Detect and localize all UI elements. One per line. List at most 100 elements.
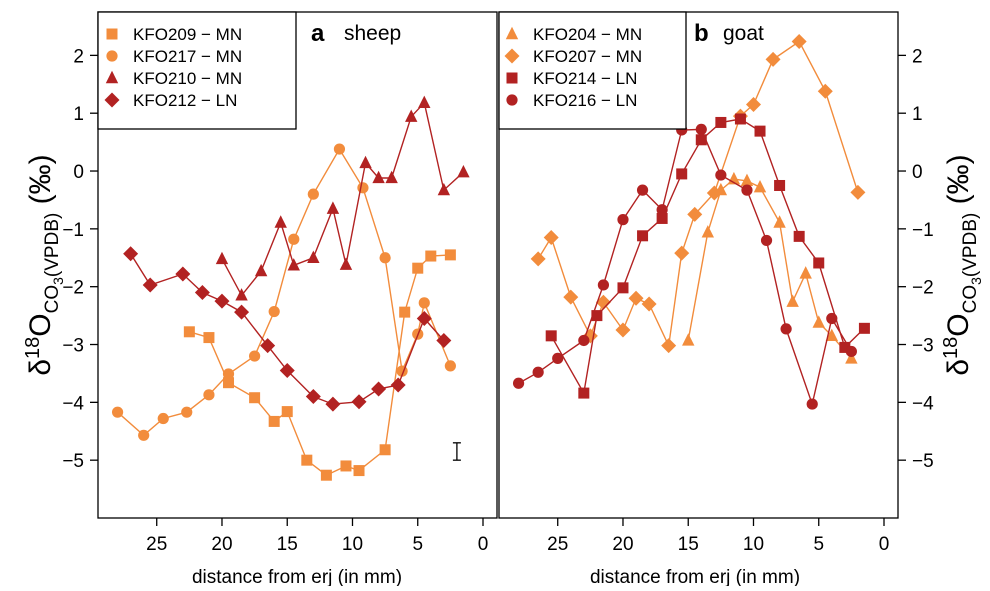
panel-b-y-tick-label--5: −5: [912, 451, 934, 472]
panel-b-series-4-point-7: [637, 185, 648, 196]
panel-b-series-3-point-14: [813, 257, 824, 268]
panel-a-series-1-point-15: [445, 249, 456, 260]
panel-b-x-tick-label-0: 0: [879, 534, 890, 555]
panel-b-series-4-point-8: [657, 204, 668, 215]
panel-b-series-1-point-9: [799, 266, 811, 278]
panel-b-title: goat: [723, 22, 764, 45]
panel-b-x-tick-label-10: 10: [743, 534, 764, 555]
panel-b-x-tick-label-15: 15: [678, 534, 699, 555]
panel-a-y-tick-label-0: 0: [73, 162, 84, 183]
panel-b-legend-label-3: KFO214 − LN: [533, 69, 637, 88]
panel-a-series-1-point-12: [399, 307, 410, 318]
panel-a-series-3-point-7: [327, 201, 339, 213]
panel-a-x-tick-label-20: 20: [211, 534, 232, 555]
panel-b-series-1-point-8: [786, 295, 798, 307]
panel-a-series-1-point-7: [301, 455, 312, 466]
panel-b-series-4-point-2: [533, 367, 544, 378]
panel-a-title: sheep: [344, 22, 401, 45]
panel-b-series-2-point-6: [615, 323, 630, 338]
panel-b-series-4-point-12: [741, 185, 752, 196]
panel-b-legend-label-4: KFO216 − LN: [533, 91, 637, 110]
panel-b-legend-label-2: KFO207 − MN: [533, 47, 642, 66]
panel-b-series-4-point-16: [826, 313, 837, 324]
panel-b-series-3-point-10: [735, 113, 746, 124]
panel-a-series-4-point-11: [352, 394, 367, 409]
panel-b-series-1-point-2: [702, 225, 714, 237]
panel-b-series-3-point-12: [774, 180, 785, 191]
panel-a-series-3-point-13: [418, 96, 430, 108]
panel-b-series-4-point-1: [513, 378, 524, 389]
panel-b-series-3-point-16: [859, 323, 870, 334]
panel-b-y-tick-label--1: −1: [912, 220, 934, 241]
panel-b-letter: b: [694, 20, 709, 47]
panel-b-x-axis-title: distance from erj (in mm): [590, 567, 800, 586]
panel-a-series-4-point-7: [260, 338, 275, 353]
panel-a-series-2-point-11: [334, 143, 345, 154]
panel-a-x-ticks: 25 20 15 10 5 0: [146, 518, 488, 555]
panel-a-x-axis-title: distance from erj (in mm): [192, 567, 402, 586]
panel-b-legend-marker-4: [506, 94, 517, 105]
panel-a-series-4-point-10: [325, 397, 340, 412]
panel-a-series-2-point-3: [158, 413, 169, 424]
panel-a-y-tick-label--4: −4: [62, 393, 84, 414]
panel-b-series-2-point-18: [850, 185, 865, 200]
panel-b-y-tick-label--2: −2: [912, 278, 934, 299]
panel-a-series-3-point-14: [438, 183, 450, 195]
panel-b-series-4-point-3: [552, 353, 563, 364]
panel-a-series-3-point-1: [216, 252, 228, 264]
panel-a-series-2-point-8: [269, 306, 280, 317]
panel-a-series-1-point-13: [412, 263, 423, 274]
panel-a-series-2-point-12: [357, 182, 368, 193]
panel-a-series-3-point-15: [457, 165, 469, 177]
panel-a-series-3-point-9: [359, 156, 371, 168]
panel-b-y-tick-label--3: −3: [912, 336, 934, 357]
panel-a-series-1-point-14: [425, 251, 436, 262]
panel-b-series-4-point-15: [807, 398, 818, 409]
panel-b-x-tick-label-25: 25: [547, 534, 568, 555]
panel-a-series-3-point-11: [385, 171, 397, 183]
panel-b-series-3-point-9: [715, 117, 726, 128]
panel-a-series-1-point-9: [340, 460, 351, 471]
panel-b-legend: KFO204 − MNKFO207 − MNKFO214 − LNKFO216 …: [499, 12, 686, 129]
panel-b-series-1-point-7: [773, 215, 785, 227]
panel-a-series-1-point-6: [282, 406, 293, 417]
panel-a-marks: [112, 96, 470, 481]
panel-a-series-2-point-1: [112, 407, 123, 418]
panel-a-y-tick-label--1: −1: [62, 220, 84, 241]
panel-a-series-1-point-10: [354, 465, 365, 476]
panel-b-series-3-point-2: [578, 388, 589, 399]
panel-b-y-ticks: −5 −4 −3 −2 −1 0 1 2: [898, 46, 934, 472]
panel-a-x-tick-label-25: 25: [146, 534, 167, 555]
panel-a-legend-label-2: KFO217 − MN: [133, 47, 242, 66]
panel-b-series-4-point-17: [846, 346, 857, 357]
panel-b-y-tick-label-2: 2: [912, 46, 923, 67]
panel-a-series-2-point-6: [223, 368, 234, 379]
panel-a-series-4-point-1: [123, 246, 138, 261]
panel-b-series-4-point-5: [598, 279, 609, 290]
panel-a-series-2-point-13: [380, 252, 391, 263]
panel-b-series-2-point-15: [766, 52, 781, 67]
panel-b-series-2-point-1: [531, 251, 546, 266]
panel-a-series-4-point-2: [143, 277, 158, 292]
panel-a-series-4-point-6: [234, 305, 249, 320]
panel-a-series-2-point-5: [203, 389, 214, 400]
panel-b-series-2-point-10: [674, 246, 689, 261]
panel-a-series-2-point-10: [308, 189, 319, 200]
panel-b-series-4-point-10: [696, 124, 707, 135]
panel-b-series-2-point-9: [661, 338, 676, 353]
panel-b-x-tick-label-5: 5: [813, 534, 824, 555]
panel-a-series-4-point-5: [214, 294, 229, 309]
panel-b-y-axis-title: δ18OCO3(VPDB) (‰): [940, 154, 984, 375]
panel-b-series-2-point-8: [642, 297, 657, 312]
panel-a-letter: a: [311, 20, 325, 47]
panel-b-series-1-line: [688, 179, 851, 358]
panel-a-series-2-point-4: [181, 407, 192, 418]
panel-b-y-tick-label-1: 1: [912, 104, 923, 125]
panel-b-series-4-point-11: [715, 169, 726, 180]
panel-b-series-2-point-2: [544, 230, 559, 245]
panel-b-series-1-point-10: [813, 315, 825, 327]
panel-a-series-3-point-4: [275, 215, 287, 227]
panel-a-y-tick-label--5: −5: [62, 451, 84, 472]
